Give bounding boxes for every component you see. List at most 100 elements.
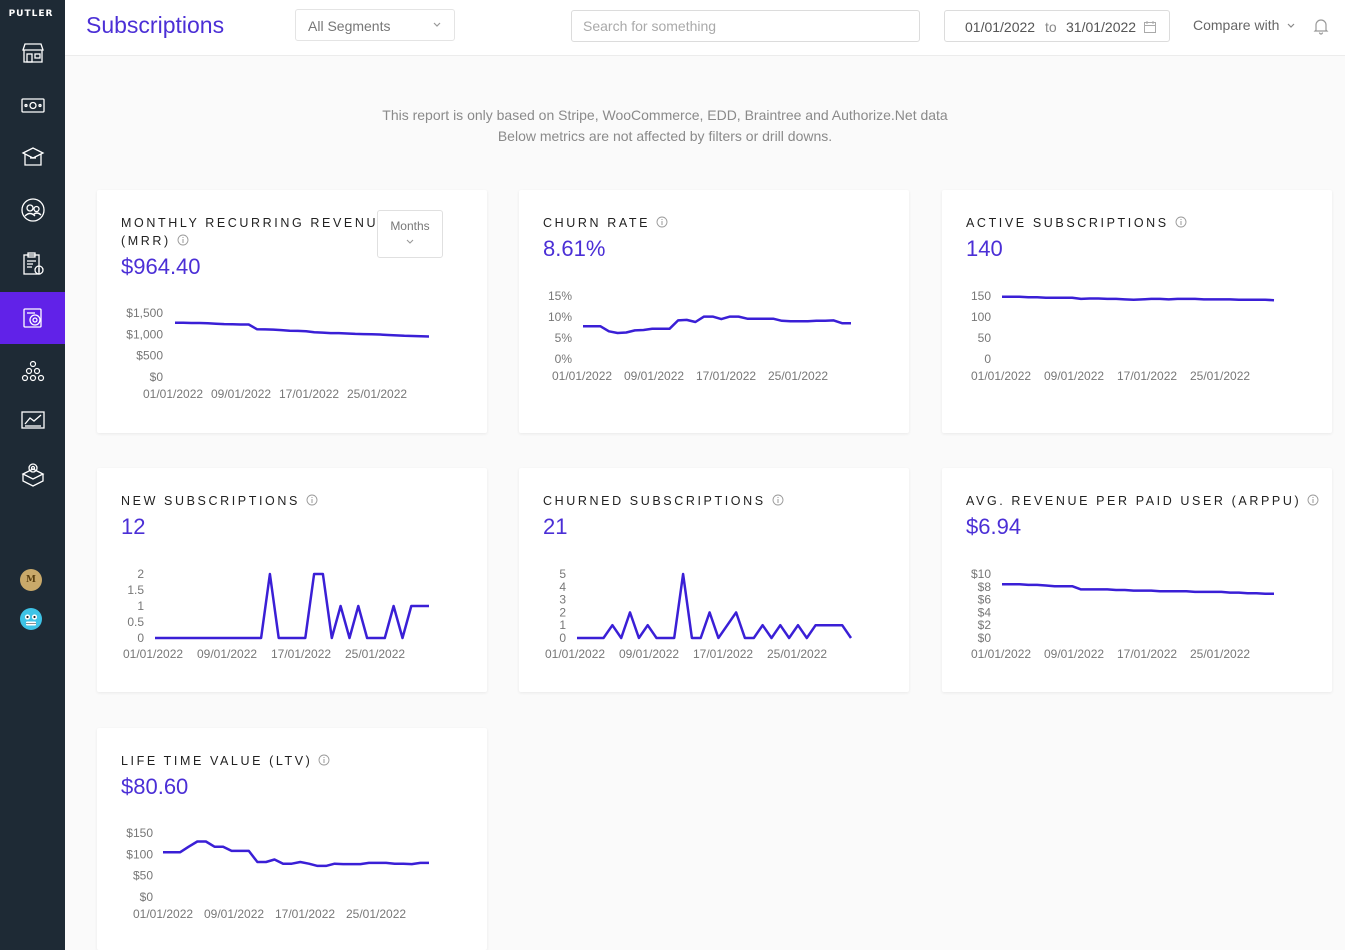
compare-with-dropdown[interactable]: Compare with: [1193, 17, 1280, 33]
info-icon[interactable]: [318, 754, 330, 766]
x-tick-label: 01/01/2022: [971, 369, 1031, 383]
card-title-text: AVG. REVENUE PER PAID USER (ARPPU): [966, 494, 1302, 508]
card-title-line-1: MONTHLY RECURRING REVENUE: [121, 216, 390, 230]
sidebar-item-home[interactable]: [0, 27, 65, 79]
sidebar: PUTLER: [0, 0, 65, 950]
y-tick-label: 50: [978, 331, 992, 345]
card-title-text: ACTIVE SUBSCRIPTIONS: [966, 216, 1169, 230]
ltv-card: LIFE TIME VALUE (LTV) $80.60 $0 $50 $100 $1…: [97, 728, 487, 950]
user-face-icon: [21, 609, 41, 629]
top-header: Subscriptions All Segments 01/01/2022 to…: [65, 0, 1345, 56]
mrr-card: MONTHLY RECURRING REVENUE (MRR) Months $…: [97, 190, 487, 433]
avatar-letter: M: [26, 575, 36, 585]
new-subscriptions-card: NEW SUBSCRIPTIONS 12 0 0.5 1 1.5 2 01/01/2022…: [97, 468, 487, 692]
series-line: [1002, 582, 1274, 596]
y-tick-label: 100: [971, 310, 991, 324]
date-range-picker[interactable]: 01/01/2022 to 31/01/2022: [944, 10, 1170, 42]
series-line: [175, 321, 430, 338]
info-icon[interactable]: [1307, 494, 1319, 506]
sidebar-item-insights[interactable]: [0, 394, 65, 446]
card-title: CHURNED SUBSCRIPTIONS: [543, 492, 784, 510]
y-tick-label: $10: [971, 567, 991, 581]
series-line: [163, 840, 429, 868]
card-value: 8.61%: [543, 236, 606, 261]
months-label: Months: [390, 219, 430, 233]
card-value: $964.40: [121, 254, 201, 279]
page-title: Subscriptions: [86, 12, 225, 38]
x-tick-label: 01/01/2022: [143, 387, 203, 401]
card-title-text: NEW SUBSCRIPTIONS: [121, 494, 300, 508]
y-tick-label: $500: [136, 349, 163, 363]
y-tick-label: $8: [978, 580, 992, 594]
y-tick-label: 15%: [548, 289, 572, 303]
x-tick-label: 09/01/2022: [211, 387, 271, 401]
info-icon[interactable]: [177, 234, 189, 246]
y-tick-label: 150: [971, 289, 991, 303]
bell-icon[interactable]: [1312, 17, 1330, 35]
card-title-line-2: (MRR): [121, 234, 171, 248]
active-subscriptions-chart: 0 50 100 150 01/01/2022 09/01/2022 17/01/2022 2…: [971, 289, 1275, 383]
customers-icon: [20, 198, 45, 222]
account-avatar[interactable]: M: [20, 569, 42, 591]
sidebar-item-products[interactable]: [0, 131, 65, 183]
money-icon: [20, 98, 45, 113]
ltv-chart: $0 $50 $100 $150 01/01/2022 09/01/2022 17/01/2…: [126, 826, 429, 921]
sidebar-item-apps[interactable]: [0, 448, 65, 500]
x-tick-label: 17/01/2022: [275, 907, 335, 921]
sidebar-item-subscriptions[interactable]: [0, 292, 65, 344]
x-tick-label: 17/01/2022: [1117, 647, 1177, 661]
y-tick-label: 5%: [555, 331, 573, 345]
sidebar-item-sales[interactable]: [0, 79, 65, 131]
card-title-text: LIFE TIME VALUE (LTV): [121, 754, 313, 768]
calendar-icon: [1144, 21, 1156, 33]
x-tick-label: 17/01/2022: [271, 647, 331, 661]
y-tick-label: 2: [137, 567, 144, 581]
search-input[interactable]: [571, 10, 920, 42]
chevron-down-icon: [406, 239, 414, 244]
insights-icon: [20, 411, 45, 429]
card-title: AVG. REVENUE PER PAID USER (ARPPU): [966, 492, 1319, 510]
x-tick-label: 01/01/2022: [133, 907, 193, 921]
y-tick-label: 2: [559, 605, 566, 619]
x-tick-label: 09/01/2022: [624, 369, 684, 383]
card-title: NEW SUBSCRIPTIONS: [121, 492, 318, 510]
x-tick-label: 09/01/2022: [619, 647, 679, 661]
x-tick-label: 17/01/2022: [1117, 369, 1177, 383]
y-tick-label: 0.5: [127, 615, 144, 629]
sidebar-item-customers[interactable]: [0, 184, 65, 236]
x-tick-label: 09/01/2022: [204, 907, 264, 921]
period-months-dropdown[interactable]: Months: [377, 210, 443, 258]
series-line: [577, 572, 853, 640]
card-title-text: CHURN RATE: [543, 216, 651, 230]
card-title: CHURN RATE: [543, 214, 668, 232]
y-tick-label: 4: [559, 580, 566, 594]
apps-icon: [21, 463, 44, 487]
info-icon[interactable]: [772, 494, 784, 506]
sidebar-item-transactions[interactable]: [0, 238, 65, 290]
y-tick-label: 10%: [548, 310, 572, 324]
churn-rate-card: CHURN RATE 8.61% 0% 5% 10% 15% 01/01/2022 09/…: [519, 190, 909, 433]
notice-line-2: Below metrics are not affected by filter…: [497, 128, 833, 144]
sidebar-item-audience[interactable]: [0, 345, 65, 397]
segments-dropdown[interactable]: All Segments: [295, 9, 455, 41]
date-end: 31/01/2022: [1066, 19, 1137, 35]
box-icon: [21, 147, 44, 166]
x-tick-label: 09/01/2022: [1044, 647, 1104, 661]
card-value: 21: [543, 514, 568, 539]
y-tick-label: $0: [978, 631, 992, 645]
y-tick-label: 1: [137, 599, 144, 613]
info-icon[interactable]: [1175, 216, 1187, 228]
y-tick-label: $50: [133, 869, 153, 883]
x-tick-label: 01/01/2022: [971, 647, 1031, 661]
notice-line-1: This report is only based on Stripe, Woo…: [382, 107, 948, 123]
info-icon[interactable]: [656, 216, 668, 228]
y-tick-label: $4: [978, 605, 992, 619]
arppu-chart: $0$2$4$6$8$10 01/01/2022 09/01/2022 17/01/2…: [971, 567, 1274, 661]
x-tick-label: 25/01/2022: [347, 387, 407, 401]
x-tick-label: 17/01/2022: [279, 387, 339, 401]
user-avatar[interactable]: [20, 608, 42, 630]
card-value: $80.60: [121, 774, 189, 799]
report-icon: [22, 252, 44, 275]
data-source-notice: This report is only based on Stripe, Woo…: [65, 105, 1265, 147]
info-icon[interactable]: [306, 494, 318, 506]
